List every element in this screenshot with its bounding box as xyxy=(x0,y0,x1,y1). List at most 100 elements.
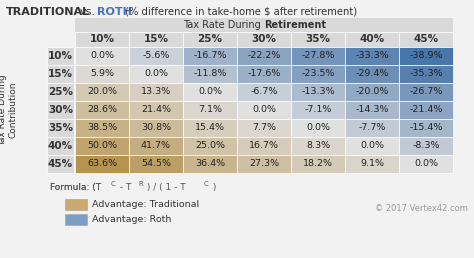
Bar xyxy=(291,101,345,119)
Bar xyxy=(237,83,291,101)
Bar xyxy=(183,83,237,101)
Text: Advantage: Roth: Advantage: Roth xyxy=(92,215,172,224)
Bar xyxy=(399,155,453,173)
Text: 38.5%: 38.5% xyxy=(87,124,117,133)
Text: 0.0%: 0.0% xyxy=(360,141,384,150)
Text: -23.5%: -23.5% xyxy=(301,69,335,78)
Text: ROTH: ROTH xyxy=(97,7,132,17)
Bar xyxy=(65,214,87,225)
Bar xyxy=(183,155,237,173)
Bar xyxy=(399,101,453,119)
Bar xyxy=(399,32,453,47)
Bar xyxy=(47,83,74,101)
Bar xyxy=(75,65,129,83)
Text: C: C xyxy=(111,181,116,187)
Text: 30.8%: 30.8% xyxy=(141,124,171,133)
Bar xyxy=(345,101,399,119)
Bar xyxy=(47,65,74,83)
Bar xyxy=(75,119,129,137)
Bar xyxy=(345,32,399,47)
Text: -8.3%: -8.3% xyxy=(412,141,440,150)
Bar xyxy=(237,119,291,137)
Bar xyxy=(237,65,291,83)
Text: -27.8%: -27.8% xyxy=(301,52,335,60)
Text: -13.3%: -13.3% xyxy=(301,87,335,96)
Text: 5.9%: 5.9% xyxy=(90,69,114,78)
Text: 40%: 40% xyxy=(48,141,73,151)
Text: Tax Rate During: Tax Rate During xyxy=(183,20,264,30)
Text: 15%: 15% xyxy=(48,69,73,79)
Bar xyxy=(291,83,345,101)
Text: Formula: (T: Formula: (T xyxy=(50,183,101,192)
Text: 25.0%: 25.0% xyxy=(195,141,225,150)
Text: 7.7%: 7.7% xyxy=(252,124,276,133)
Text: 7.1%: 7.1% xyxy=(198,106,222,115)
Text: R: R xyxy=(138,181,143,187)
Text: © 2017 Vertex42.com: © 2017 Vertex42.com xyxy=(375,204,468,213)
Text: TRADITIONAL: TRADITIONAL xyxy=(6,7,90,17)
Text: 35%: 35% xyxy=(306,35,330,44)
Bar xyxy=(47,155,74,173)
Text: -15.4%: -15.4% xyxy=(410,124,443,133)
Bar xyxy=(291,47,345,65)
Bar xyxy=(129,101,183,119)
Text: Retirement: Retirement xyxy=(264,20,326,30)
Bar xyxy=(47,101,74,119)
Text: -38.9%: -38.9% xyxy=(409,52,443,60)
Bar xyxy=(399,65,453,83)
Bar xyxy=(291,65,345,83)
Bar xyxy=(75,18,453,32)
Bar xyxy=(129,119,183,137)
Bar xyxy=(47,47,74,65)
Bar xyxy=(129,65,183,83)
Text: -11.8%: -11.8% xyxy=(193,69,227,78)
Text: 10%: 10% xyxy=(90,35,115,44)
Text: C: C xyxy=(204,181,209,187)
Text: 63.6%: 63.6% xyxy=(87,159,117,168)
Text: 40%: 40% xyxy=(359,35,384,44)
Bar xyxy=(183,32,237,47)
Text: 15.4%: 15.4% xyxy=(195,124,225,133)
Bar xyxy=(183,101,237,119)
Bar xyxy=(129,137,183,155)
Text: -7.1%: -7.1% xyxy=(304,106,332,115)
Bar xyxy=(129,83,183,101)
Text: 41.7%: 41.7% xyxy=(141,141,171,150)
Text: ) / ( 1 - T: ) / ( 1 - T xyxy=(144,183,186,192)
Bar xyxy=(399,47,453,65)
Text: -5.6%: -5.6% xyxy=(142,52,170,60)
Text: 0.0%: 0.0% xyxy=(252,106,276,115)
Text: 30%: 30% xyxy=(48,105,73,115)
Text: -17.6%: -17.6% xyxy=(247,69,281,78)
Text: 8.3%: 8.3% xyxy=(306,141,330,150)
Bar xyxy=(345,83,399,101)
Bar xyxy=(291,119,345,137)
Text: 0.0%: 0.0% xyxy=(414,159,438,168)
Bar xyxy=(345,137,399,155)
Text: vs.: vs. xyxy=(80,7,96,17)
Text: -16.7%: -16.7% xyxy=(193,52,227,60)
Text: Formula: (T: Formula: (T xyxy=(50,183,101,192)
Bar xyxy=(75,155,129,173)
Text: -6.7%: -6.7% xyxy=(250,87,278,96)
Text: 13.3%: 13.3% xyxy=(141,87,171,96)
Text: 0.0%: 0.0% xyxy=(198,87,222,96)
Text: -21.4%: -21.4% xyxy=(410,106,443,115)
Bar xyxy=(129,47,183,65)
Bar xyxy=(47,137,74,155)
Text: -35.3%: -35.3% xyxy=(409,69,443,78)
Bar xyxy=(345,47,399,65)
Text: -29.4%: -29.4% xyxy=(356,69,389,78)
Bar xyxy=(65,199,87,210)
Text: 54.5%: 54.5% xyxy=(141,159,171,168)
Text: -20.0%: -20.0% xyxy=(356,87,389,96)
Bar xyxy=(183,119,237,137)
Bar xyxy=(237,101,291,119)
Bar xyxy=(75,47,129,65)
Bar xyxy=(129,32,183,47)
Bar xyxy=(75,83,129,101)
Bar xyxy=(183,65,237,83)
Text: Tax Rate During
Contribution: Tax Rate During Contribution xyxy=(0,74,18,146)
Bar xyxy=(345,119,399,137)
Bar xyxy=(183,137,237,155)
